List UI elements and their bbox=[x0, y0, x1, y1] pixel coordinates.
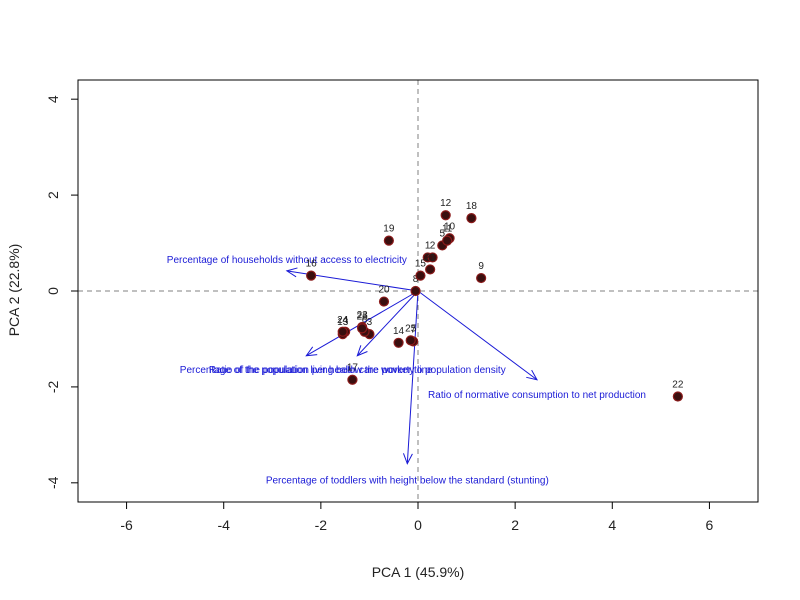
point-2 bbox=[427, 252, 438, 263]
point-label-18: 18 bbox=[466, 201, 478, 212]
point-label-13: 13 bbox=[337, 317, 349, 328]
point-label-12: 12 bbox=[440, 198, 452, 209]
point-19 bbox=[383, 235, 394, 246]
point-15 bbox=[415, 270, 426, 281]
loading-label-5: Percentage of toddlers with height below… bbox=[266, 475, 549, 486]
point-label-2: 2 bbox=[430, 240, 436, 251]
point-20 bbox=[378, 296, 390, 307]
point-25 bbox=[405, 335, 416, 346]
y-tick-label-4: 4 bbox=[45, 95, 61, 103]
point-22 bbox=[672, 391, 683, 402]
point-11 bbox=[442, 235, 453, 246]
point-label-7: 7 bbox=[410, 324, 416, 335]
point-label-14: 14 bbox=[393, 326, 405, 337]
point-24 bbox=[337, 326, 348, 337]
point-label-8: 8 bbox=[413, 274, 419, 285]
loading-arrows: Percentage of households without access … bbox=[167, 255, 646, 487]
point-label-4: 4 bbox=[342, 315, 348, 326]
point-label-25: 25 bbox=[405, 323, 417, 334]
loading-label-2: Percentage of the population living belo… bbox=[180, 365, 433, 376]
loading-label-3: Ratio of the population per health care … bbox=[209, 365, 506, 376]
x-tick-label-1: -4 bbox=[217, 517, 230, 533]
point-16 bbox=[306, 270, 317, 281]
loading-arrow-5 bbox=[406, 290, 419, 464]
point-label-19: 19 bbox=[383, 224, 395, 235]
x-axis-title: PCA 1 (45.9%) bbox=[372, 564, 465, 580]
point-label-11: 11 bbox=[442, 224, 453, 235]
loading-arrowhead-2 bbox=[305, 346, 318, 357]
point-21 bbox=[425, 264, 436, 275]
point-26 bbox=[357, 323, 368, 334]
x-tick-label-6: 6 bbox=[706, 517, 714, 533]
loading-arrow-4 bbox=[417, 290, 538, 381]
point-17 bbox=[347, 374, 358, 385]
x-tick-label-2: -2 bbox=[315, 517, 328, 533]
x-tick-label-5: 4 bbox=[608, 517, 616, 533]
point-label-17: 17 bbox=[347, 363, 359, 374]
point-label-15: 15 bbox=[415, 259, 427, 270]
loading-arrowhead-4 bbox=[526, 369, 538, 381]
point-14 bbox=[393, 337, 404, 348]
loading-label-4: Ratio of normative consumption to net pr… bbox=[428, 390, 646, 401]
y-tick-label-1: -2 bbox=[45, 380, 61, 393]
y-axis-title: PCA 2 (22.8%) bbox=[6, 244, 22, 337]
point-8 bbox=[410, 285, 421, 297]
point-label-22: 22 bbox=[672, 380, 684, 391]
x-tick-label-0: -6 bbox=[120, 517, 133, 533]
point-label-9: 9 bbox=[478, 261, 484, 272]
point-label-23: 23 bbox=[357, 310, 369, 321]
point-18 bbox=[466, 213, 477, 224]
point-label-10: 10 bbox=[444, 221, 456, 232]
point-label-3: 3 bbox=[367, 317, 373, 328]
point-9 bbox=[476, 272, 487, 284]
point-12 bbox=[440, 210, 451, 221]
point-label-26: 26 bbox=[357, 311, 369, 322]
point-label-5: 5 bbox=[440, 228, 446, 239]
y-tick-label-0: -4 bbox=[45, 476, 61, 489]
point-label-1: 1 bbox=[425, 240, 431, 251]
y-tick-label-2: 0 bbox=[45, 287, 61, 295]
point-label-24: 24 bbox=[337, 315, 349, 326]
loading-arrow-3 bbox=[356, 290, 419, 357]
loading-arrowhead-1 bbox=[285, 267, 298, 278]
point-label-16: 16 bbox=[306, 259, 318, 270]
point-label-6: 6 bbox=[362, 315, 368, 326]
x-tick-label-4: 2 bbox=[511, 517, 519, 533]
loading-arrowhead-3 bbox=[356, 345, 368, 357]
point-label-21: 21 bbox=[425, 252, 437, 263]
loading-arrowhead-5 bbox=[402, 453, 413, 465]
y-tick-label-3: 2 bbox=[45, 191, 61, 199]
loading-label-1: Percentage of households without access … bbox=[167, 255, 407, 266]
point-label-20: 20 bbox=[378, 285, 390, 296]
score-points: 1 234567891011121314151617181920212223242… bbox=[306, 198, 684, 402]
x-tick-label-3: 0 bbox=[414, 517, 422, 533]
